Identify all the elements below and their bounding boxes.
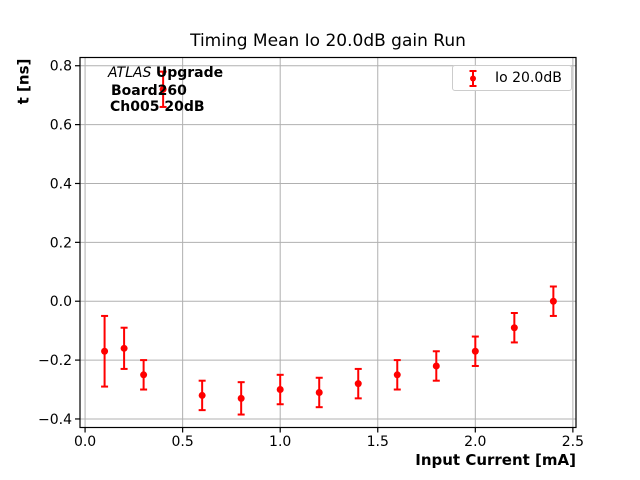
data-point (471, 347, 479, 355)
x-tick-label: 1.5 (367, 434, 389, 450)
annotation-board: Board260 (111, 83, 187, 99)
data-point (159, 85, 167, 93)
y-axis-label: t [ns] (14, 58, 33, 105)
data-point (315, 388, 323, 396)
legend-label: Io 20.0dB (495, 70, 562, 86)
x-tick-label: 0.5 (172, 434, 194, 450)
annotation-tag: Upgrade (155, 65, 224, 81)
annotation-experiment: ATLAS (108, 65, 152, 81)
data-point (510, 324, 518, 332)
data-point (198, 391, 206, 399)
data-point (140, 371, 148, 379)
y-tick-label: −0.2 (38, 353, 72, 369)
data-point (237, 394, 245, 402)
data-point (549, 297, 557, 305)
y-tick-label: 0.0 (50, 294, 72, 310)
x-tick-label: 1.0 (269, 434, 291, 450)
data-point (354, 380, 362, 388)
x-tick-label: 2.5 (562, 434, 584, 450)
legend-errorbar-icon (469, 70, 477, 87)
chart-title: Timing Mean Io 20.0dB gain Run (190, 31, 466, 51)
data-point (393, 371, 401, 379)
annotation-line-1: ATLAS Upgrade (108, 65, 223, 82)
annotation-channel: Ch005 20dB (110, 99, 205, 115)
x-tick-label: 2.0 (464, 434, 486, 450)
x-tick-label: 0.0 (74, 434, 96, 450)
data-point (101, 347, 109, 355)
data-point (120, 344, 128, 352)
data-point (432, 362, 440, 370)
y-tick-label: −0.4 (38, 412, 72, 428)
x-axis-label: Input Current [mA] (415, 451, 576, 469)
y-tick-label: 0.6 (50, 118, 72, 134)
data-point (276, 386, 284, 394)
y-tick-label: 0.8 (50, 59, 72, 75)
y-tick-label: 0.2 (50, 235, 72, 251)
y-tick-label: 0.4 (50, 176, 72, 192)
legend: Io 20.0dB (452, 65, 572, 91)
